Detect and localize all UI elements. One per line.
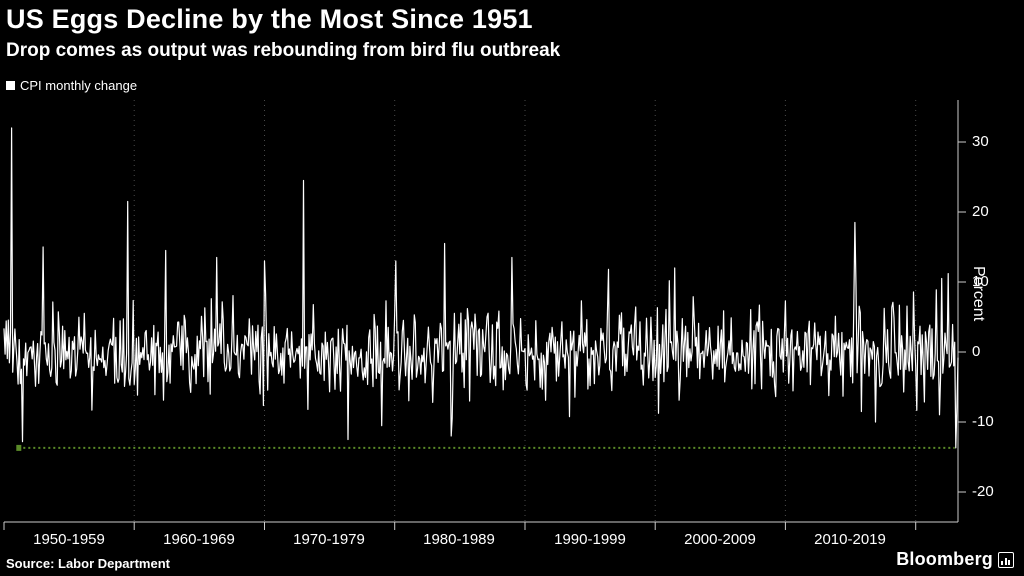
y-tick-label: -20 xyxy=(972,483,994,500)
x-tick-label: 1990-1999 xyxy=(554,531,626,548)
y-tick-label: 30 xyxy=(972,133,989,150)
legend-label: CPI monthly change xyxy=(20,78,138,93)
chart-subtitle: Drop comes as output was rebounding from… xyxy=(6,40,561,61)
x-tick-label: 1960-1969 xyxy=(163,531,235,548)
x-tick-label: 2010-2019 xyxy=(814,531,886,548)
x-tick-label: 1980-1989 xyxy=(423,531,495,548)
source-note: Source: Labor Department xyxy=(6,556,170,571)
y-tick-label: 0 xyxy=(972,343,981,360)
legend-swatch-icon xyxy=(6,81,15,90)
chart-title: US Eggs Decline by the Most Since 1951 xyxy=(6,4,533,34)
y-tick-label: -10 xyxy=(972,413,994,430)
legend: CPI monthly change xyxy=(6,78,137,93)
x-tick-label: 2000-2009 xyxy=(684,531,756,548)
bloomberg-logo: Bloomberg xyxy=(896,549,1014,570)
y-tick-label: 10 xyxy=(972,273,989,290)
bloomberg-wordmark: Bloomberg xyxy=(896,549,993,569)
bloomberg-terminal-icon xyxy=(998,551,1014,568)
x-tick-label: 1950-1959 xyxy=(33,531,105,548)
x-tick-label: 1970-1979 xyxy=(293,531,365,548)
y-tick-label: 20 xyxy=(972,203,989,220)
y-axis-title: Percent xyxy=(970,266,987,322)
